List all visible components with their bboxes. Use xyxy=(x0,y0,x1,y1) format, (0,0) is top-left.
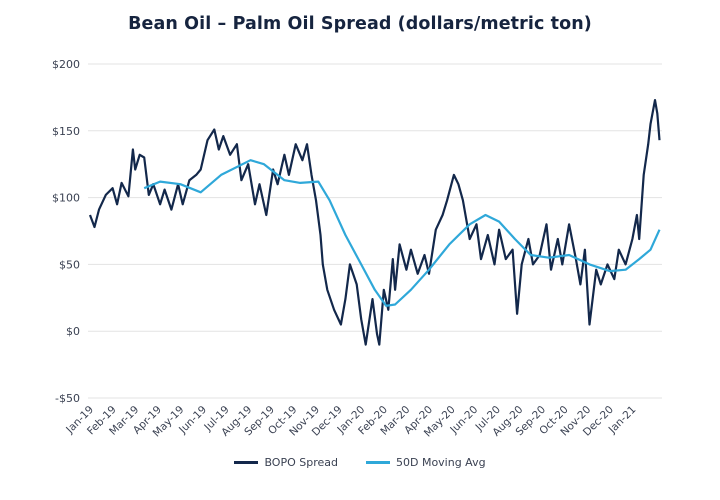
y-axis: $200 $150 $100 $50 $0 -$50 xyxy=(52,58,80,405)
legend-item-bopo-spread: BOPO Spread xyxy=(234,456,338,469)
x-axis: Jan-19Feb-19Mar-19Apr-19May-19Jun-19Jul-… xyxy=(63,404,638,440)
legend-swatch-moving-avg xyxy=(365,461,390,464)
y-tick-label: $50 xyxy=(59,258,80,271)
y-tick-label: $0 xyxy=(66,325,80,338)
legend-label-bopo-spread: BOPO Spread xyxy=(264,456,338,469)
legend-swatch-bopo-spread xyxy=(234,461,259,464)
y-tick-label: $150 xyxy=(52,125,80,138)
series-line-moving-avg xyxy=(143,159,661,307)
series xyxy=(88,98,661,346)
legend: BOPO Spread 50D Moving Avg xyxy=(0,456,720,469)
gridlines xyxy=(88,63,662,399)
y-tick-label: $200 xyxy=(52,58,80,71)
series-line-bopo-spread xyxy=(88,98,661,346)
legend-label-moving-avg: 50D Moving Avg xyxy=(395,456,486,469)
legend-item-moving-avg: 50D Moving Avg xyxy=(365,456,486,469)
chart-title: Bean Oil – Palm Oil Spread (dollars/metr… xyxy=(128,14,592,34)
y-tick-label: $100 xyxy=(52,192,80,205)
y-tick-label: -$50 xyxy=(55,392,80,405)
